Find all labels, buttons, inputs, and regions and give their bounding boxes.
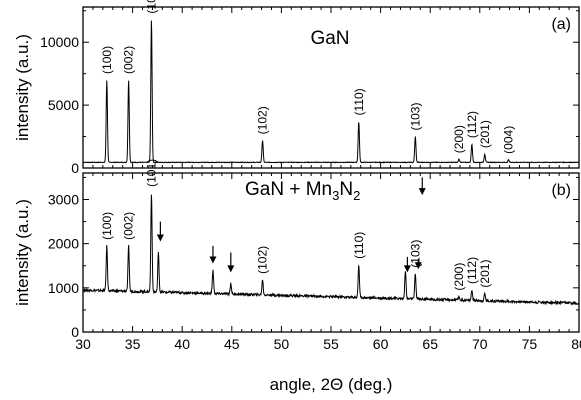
x-tick-label: 60 (373, 336, 389, 352)
x-tick-label: 70 (472, 336, 488, 352)
y-tick-label: 5000 (48, 97, 79, 113)
title-part: GaN + Mn (245, 179, 332, 200)
spectrum-line (82, 20, 580, 164)
x-tick-label: 55 (323, 336, 339, 352)
peak-label: (112) (465, 257, 479, 284)
peak-arrow-head (227, 265, 235, 273)
title-subscript: 2 (353, 188, 360, 203)
y-tick-label: 10000 (40, 34, 79, 50)
peak-label: (002) (122, 212, 136, 240)
y-axis-title: intensity (a.u.) (13, 34, 32, 141)
peak-label: (004) (502, 126, 516, 154)
panel-title: GaN (310, 28, 349, 49)
peak-label: (101) (144, 159, 158, 187)
peak-label: (110) (352, 232, 366, 259)
title-part: N (339, 179, 353, 200)
peak-label: (110) (352, 88, 366, 115)
x-tick-label: 75 (522, 336, 538, 352)
peak-label: (101) (144, 0, 158, 14)
panel-title: GaN + Mn3N2 (245, 179, 360, 203)
x-axis-title: angle, 2Θ (deg.) (270, 375, 393, 394)
peak-label: (103) (408, 103, 422, 131)
peak-label: (200) (452, 125, 466, 153)
y-tick-label: 0 (71, 160, 79, 176)
x-tick-label: 45 (224, 336, 240, 352)
x-tick-label: 50 (274, 336, 290, 352)
peak-label: (100) (100, 46, 114, 74)
spectrum-line (82, 194, 580, 306)
panel-letter: (b) (551, 182, 571, 199)
y-tick-label: 3000 (48, 192, 79, 208)
peak-label: (100) (100, 212, 114, 240)
peak-label: (112) (465, 111, 479, 138)
peak-label: (201) (478, 120, 492, 148)
peak-arrow-head (418, 188, 426, 196)
y-tick-label: 1000 (48, 280, 79, 296)
x-tick-label: 80 (571, 336, 581, 352)
peak-arrow-head (403, 265, 411, 273)
peak-arrow-head (209, 256, 217, 264)
panel-letter: (a) (551, 16, 571, 33)
x-tick-label: 30 (75, 336, 91, 352)
panel-b: 30354045505560657075800100020003000inten… (13, 159, 581, 352)
peak-label: (201) (478, 260, 492, 288)
peak-arrow-head (156, 234, 164, 242)
x-tick-label: 35 (125, 336, 141, 352)
peak-label: (102) (256, 246, 270, 274)
y-axis-title: intensity (a.u.) (13, 199, 32, 306)
panel-a: 0 5000 10000 intensity (a.u.) (100) (002) (101… (13, 0, 580, 176)
y-tick-label: 2000 (48, 236, 79, 252)
title-subscript: 3 (332, 188, 339, 203)
peak-arrow-head (414, 262, 422, 270)
peak-label: (200) (452, 263, 466, 291)
peak-label: (002) (122, 46, 136, 74)
x-tick-label: 40 (174, 336, 190, 352)
x-tick-label: 65 (422, 336, 438, 352)
peak-label: (102) (256, 106, 270, 134)
y-tick-label: 0 (71, 324, 79, 340)
